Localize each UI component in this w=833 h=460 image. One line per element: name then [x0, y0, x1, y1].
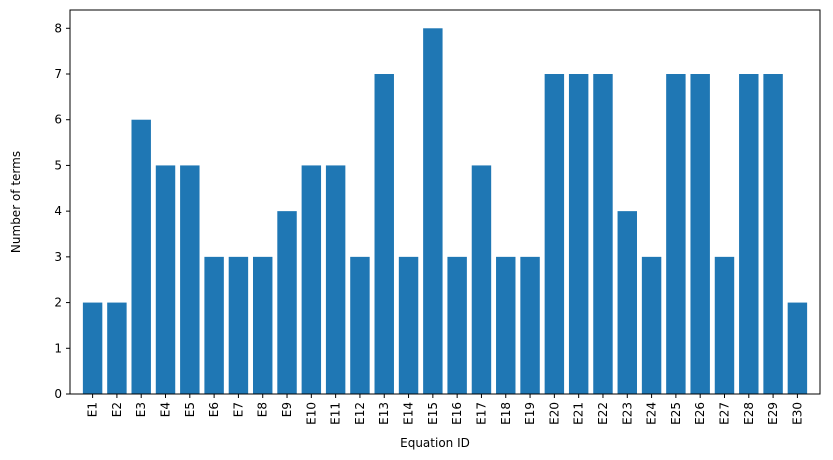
- bar: [544, 74, 565, 394]
- x-tick-label: E25: [669, 402, 683, 425]
- bar: [82, 302, 103, 394]
- x-tick-label: E24: [645, 402, 659, 425]
- bar: [301, 165, 322, 394]
- x-tick-label: E17: [474, 402, 488, 425]
- bar: [690, 74, 710, 394]
- bar: [763, 74, 783, 394]
- x-tick-label: E30: [790, 402, 804, 425]
- y-tick-label: 1: [54, 341, 62, 355]
- x-tick-label: E2: [110, 402, 124, 417]
- y-tick-label: 3: [54, 250, 62, 264]
- x-axis-label: Equation ID: [400, 436, 470, 450]
- x-tick-label: E27: [717, 402, 731, 425]
- x-tick-label: E11: [329, 402, 343, 425]
- x-tick-label: E7: [231, 402, 245, 417]
- bar: [131, 119, 151, 394]
- x-tick-label: E18: [499, 402, 513, 425]
- x-tick-label: E15: [426, 402, 440, 425]
- x-tick-label: E6: [207, 402, 221, 417]
- x-tick-label: E23: [620, 402, 634, 425]
- bar: [641, 256, 662, 394]
- x-tick-label: E4: [159, 402, 173, 417]
- bar: [496, 256, 516, 394]
- bar: [739, 74, 759, 394]
- y-tick-label: 5: [54, 158, 62, 172]
- bar: [325, 165, 346, 394]
- bar: [471, 165, 492, 394]
- x-tick-label: E10: [304, 402, 318, 425]
- bar: [714, 256, 735, 394]
- bar: [617, 211, 637, 394]
- y-axis-label: Number of terms: [9, 151, 23, 253]
- bar: [107, 302, 127, 394]
- x-tick-label: E28: [742, 402, 756, 425]
- y-tick-label: 2: [54, 296, 62, 310]
- bar: [155, 165, 176, 394]
- x-tick-label: E21: [572, 402, 586, 425]
- x-tick-label: E5: [183, 402, 197, 417]
- bar: [447, 256, 467, 394]
- x-tick-label: E3: [134, 402, 148, 417]
- x-tick-label: E22: [596, 402, 610, 425]
- x-tick-label: E14: [402, 402, 416, 425]
- y-tick-label: 7: [54, 67, 62, 81]
- bar: [374, 74, 394, 394]
- bar: [666, 74, 686, 394]
- bar: [228, 256, 249, 394]
- bar: [593, 74, 613, 394]
- x-tick-label: E29: [766, 402, 780, 425]
- x-tick-label: E26: [693, 402, 707, 425]
- bar: [520, 256, 540, 394]
- bar: [277, 211, 297, 394]
- x-tick-label: E16: [450, 402, 464, 425]
- bar: [423, 28, 443, 395]
- y-tick-label: 6: [54, 113, 62, 127]
- y-tick-label: 8: [54, 21, 62, 35]
- plot-frame: [69, 9, 821, 395]
- bar: [204, 256, 224, 394]
- bar: [787, 302, 808, 394]
- x-tick-label: E19: [523, 402, 537, 425]
- bar: [398, 256, 419, 394]
- y-tick-label: 0: [54, 387, 62, 401]
- bar: [568, 74, 589, 394]
- bar: [350, 256, 370, 394]
- x-tick-label: E13: [377, 402, 391, 425]
- x-tick-label: E9: [280, 402, 294, 417]
- x-tick-label: E12: [353, 402, 367, 425]
- x-tick-label: E8: [256, 402, 270, 417]
- bar: [253, 256, 273, 394]
- x-tick-label: E1: [86, 402, 100, 417]
- x-tick-label: E20: [547, 402, 561, 425]
- y-tick-label: 4: [54, 204, 62, 218]
- bar: [180, 165, 200, 394]
